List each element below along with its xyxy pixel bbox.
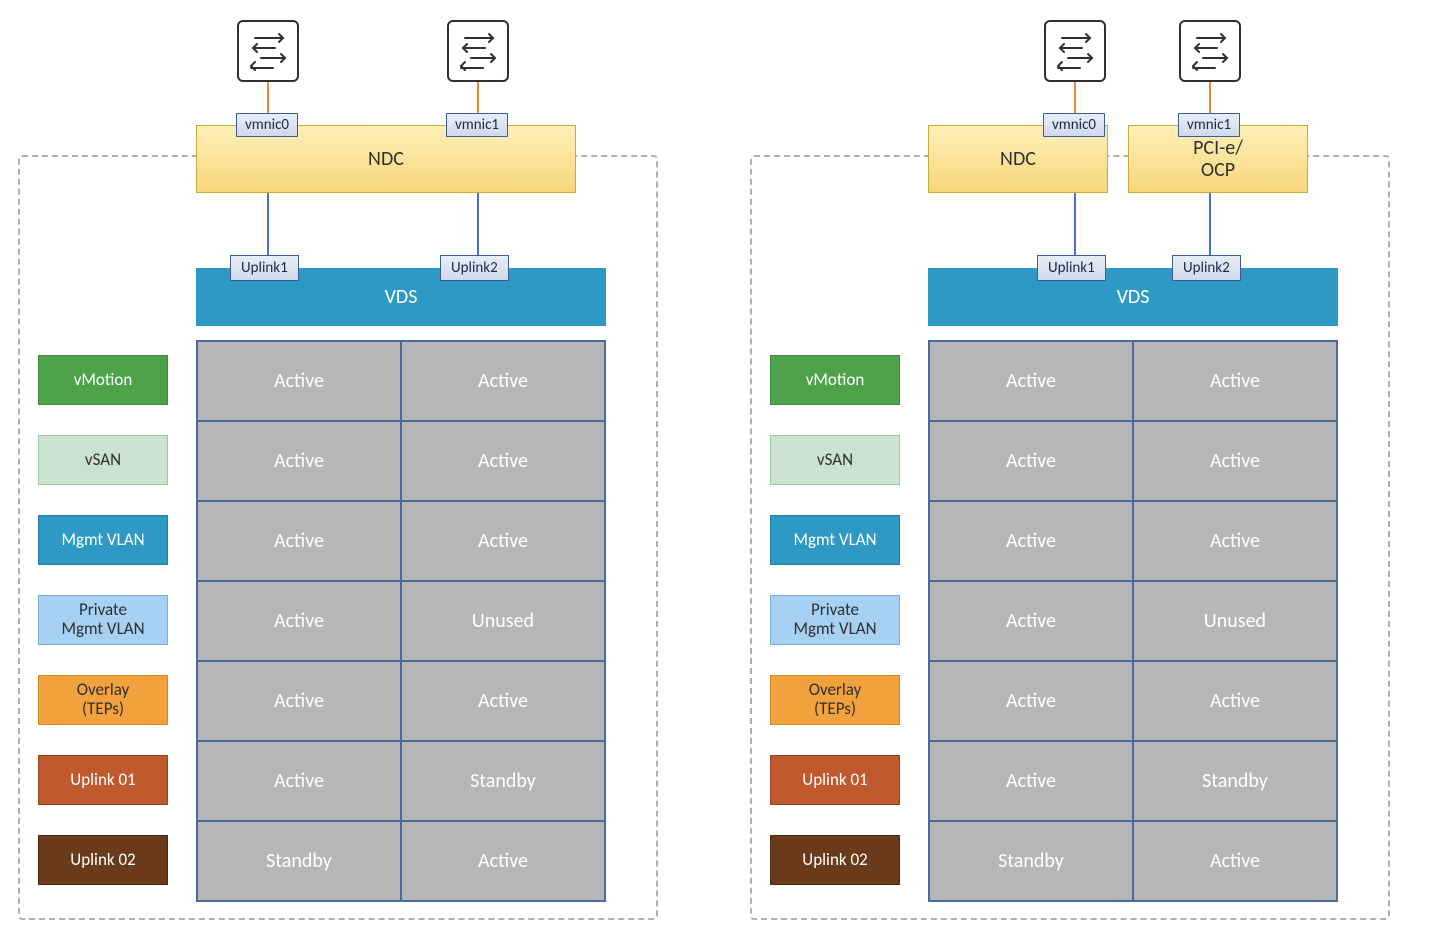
teaming-cell: Active [929, 421, 1133, 501]
vmnic-label: vmnic0 [1043, 113, 1105, 137]
connector-virtual [267, 193, 269, 256]
portgroup-legend: Mgmt VLAN [770, 515, 900, 565]
teaming-cell: Standby [197, 821, 401, 901]
uplink-tab: Uplink2 [1172, 255, 1241, 281]
table-row: ActiveStandby [929, 741, 1337, 821]
uplink-tab: Uplink1 [230, 255, 299, 281]
nic-card-label: NDC [368, 147, 404, 171]
panel-left: NDC vmnic0 vmnic1 VDS Uplink1 Uplink2 vMotio… [10, 10, 710, 922]
connector-physical [267, 82, 269, 115]
teaming-cell: Active [197, 661, 401, 741]
table-row: ActiveActive [929, 341, 1337, 421]
vds-label: VDS [1117, 285, 1150, 309]
teaming-cell: Active [929, 581, 1133, 661]
portgroup-legend: Uplink 01 [38, 755, 168, 805]
teaming-cell: Active [929, 341, 1133, 421]
table-row: ActiveUnused [197, 581, 605, 661]
teaming-grid: ActiveActiveActiveActiveActiveActiveActi… [196, 340, 606, 902]
teaming-cell: Active [401, 661, 605, 741]
teaming-cell: Standby [1133, 741, 1337, 821]
portgroup-legend: Mgmt VLAN [38, 515, 168, 565]
teaming-cell: Unused [1133, 581, 1337, 661]
portgroup-legend: Uplink 01 [770, 755, 900, 805]
table-row: ActiveUnused [929, 581, 1337, 661]
teaming-cell: Active [197, 741, 401, 821]
nic-card-label: NDC [1000, 147, 1036, 171]
nic-card-label: PCI-e/OCP [1193, 137, 1243, 181]
teaming-cell: Active [197, 581, 401, 661]
teaming-cell: Active [1133, 341, 1337, 421]
teaming-cell: Active [929, 501, 1133, 581]
connector-physical [1209, 82, 1211, 115]
portgroup-legend: Overlay(TEPs) [770, 675, 900, 725]
portgroup-legend: Overlay(TEPs) [38, 675, 168, 725]
teaming-cell: Active [1133, 421, 1337, 501]
portgroup-legend: Uplink 02 [770, 835, 900, 885]
uplink-tab: Uplink2 [440, 255, 509, 281]
teaming-cell: Active [401, 341, 605, 421]
portgroup-legend: vSAN [38, 435, 168, 485]
vmnic-label: vmnic0 [236, 113, 298, 137]
table-row: ActiveActive [929, 421, 1337, 501]
teaming-cell: Active [929, 661, 1133, 741]
teaming-cell: Active [197, 501, 401, 581]
connector-physical [477, 82, 479, 115]
portgroup-legend: vMotion [770, 355, 900, 405]
diagram-stage: NDC vmnic0 vmnic1 VDS Uplink1 Uplink2 vMotio… [10, 10, 1442, 922]
connector-virtual [477, 193, 479, 256]
panel-right: NDC vmnic0 PCI-e/OCP vmnic1 VDS Uplink1 Upli… [742, 10, 1442, 922]
switch-icon [1044, 20, 1106, 82]
portgroup-legend: PrivateMgmt VLAN [770, 595, 900, 645]
table-row: ActiveActive [929, 501, 1337, 581]
portgroup-legend: Uplink 02 [38, 835, 168, 885]
switch-icon [1179, 20, 1241, 82]
table-row: StandbyActive [929, 821, 1337, 901]
teaming-cell: Active [401, 821, 605, 901]
teaming-cell: Active [197, 341, 401, 421]
teaming-cell: Active [929, 741, 1133, 821]
teaming-cell: Active [1133, 501, 1337, 581]
vds-label: VDS [385, 285, 418, 309]
teaming-cell: Standby [401, 741, 605, 821]
portgroup-legend: vSAN [770, 435, 900, 485]
table-row: ActiveActive [929, 661, 1337, 741]
teaming-cell: Active [401, 421, 605, 501]
connector-virtual [1074, 193, 1076, 256]
portgroup-legend: PrivateMgmt VLAN [38, 595, 168, 645]
table-row: ActiveActive [197, 421, 605, 501]
switch-icon [237, 20, 299, 82]
table-row: ActiveActive [197, 501, 605, 581]
uplink-tab: Uplink1 [1037, 255, 1106, 281]
table-row: ActiveStandby [197, 741, 605, 821]
switch-icon [447, 20, 509, 82]
table-row: ActiveActive [197, 661, 605, 741]
teaming-cell: Standby [929, 821, 1133, 901]
teaming-grid: ActiveActiveActiveActiveActiveActiveActi… [928, 340, 1338, 902]
teaming-cell: Active [1133, 661, 1337, 741]
teaming-cell: Active [197, 421, 401, 501]
vds-bar: VDS [928, 268, 1338, 326]
teaming-cell: Active [401, 501, 605, 581]
connector-physical [1074, 82, 1076, 115]
vmnic-label: vmnic1 [446, 113, 508, 137]
connector-virtual [1209, 193, 1211, 256]
portgroup-legend: vMotion [38, 355, 168, 405]
teaming-cell: Active [1133, 821, 1337, 901]
teaming-cell: Unused [401, 581, 605, 661]
vmnic-label: vmnic1 [1178, 113, 1240, 137]
table-row: StandbyActive [197, 821, 605, 901]
table-row: ActiveActive [197, 341, 605, 421]
